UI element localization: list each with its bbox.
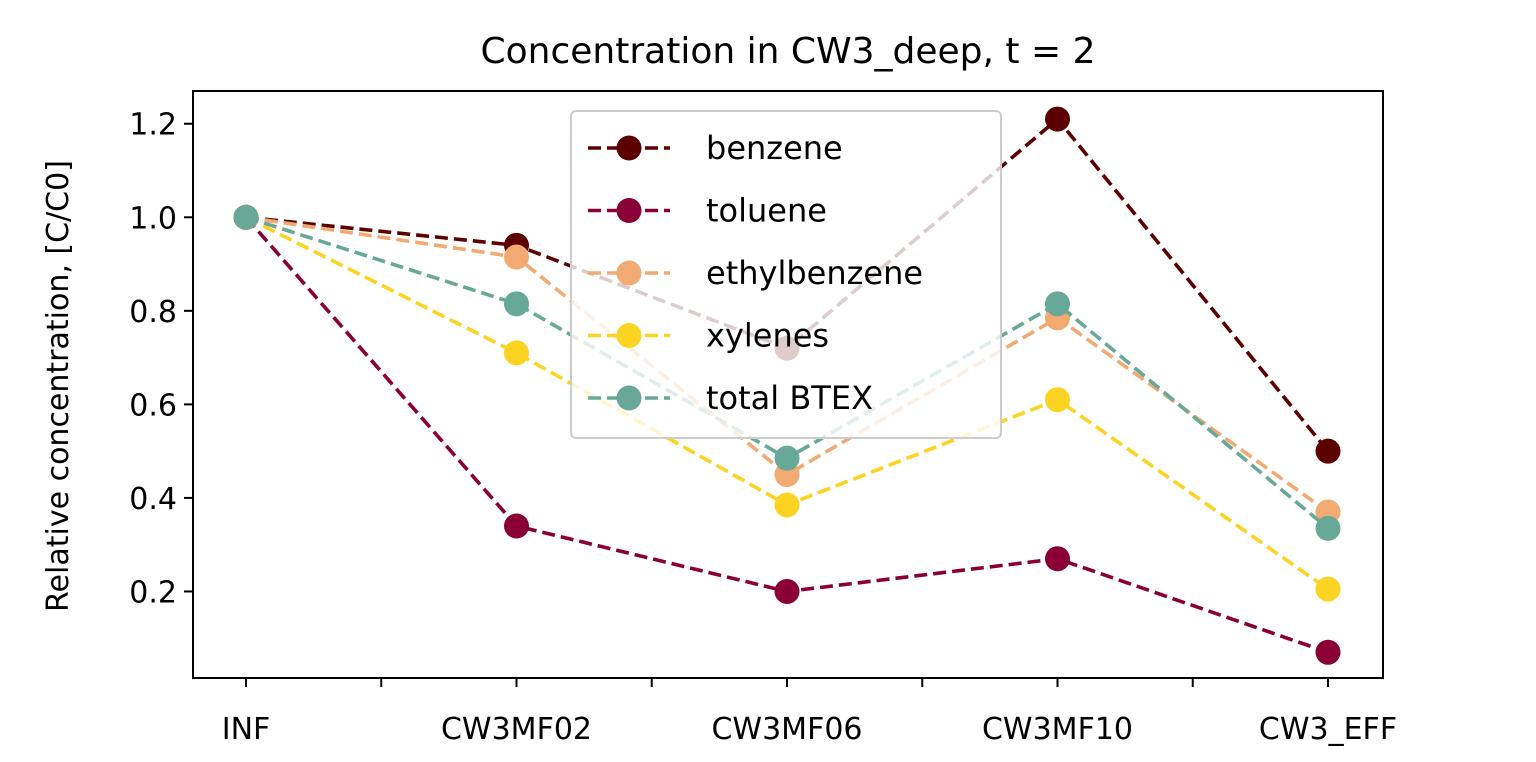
data-point [774, 492, 800, 518]
y-tick-label: 1.0 [129, 201, 177, 236]
legend: benzene toluene ethylbenzene xylenes total B… [570, 110, 1002, 439]
legend-label: total BTEX [706, 379, 873, 417]
legend-marker [616, 198, 642, 223]
legend-marker [616, 385, 642, 411]
chart-title: Concentration in CW3_deep, t = 2 [481, 31, 1096, 72]
data-point [504, 291, 529, 317]
data-point [1045, 387, 1070, 413]
legend-marker [616, 135, 642, 161]
data-point [1045, 546, 1070, 572]
y-tick-label: 0.8 [129, 295, 177, 330]
legend-entry: benzene [588, 129, 843, 167]
x-axis: INF CW3MF02 CW3MF06 CW3MF10 CW3_EFF [222, 678, 1397, 747]
x-tick-label: INF [222, 712, 271, 747]
x-tick-label: CW3MF06 [711, 712, 862, 747]
data-point [233, 204, 259, 230]
plot-area: 0.2 0.4 0.6 0.8 1.0 1.2 INF CW3MF02 CW3MF06 CW3MF… [129, 90, 1397, 747]
y-tick-label: 1.2 [129, 108, 177, 143]
legend-label: ethylbenzene [706, 254, 923, 292]
y-axis-label: Relative concentration, [C/C0] [41, 160, 76, 612]
data-point [774, 445, 800, 471]
data-point [504, 513, 529, 539]
data-point [1315, 438, 1341, 464]
data-point [1045, 106, 1070, 132]
y-tick-label: 0.4 [129, 482, 177, 517]
data-point [504, 340, 529, 366]
legend-label: benzene [706, 129, 843, 167]
data-point [774, 578, 800, 604]
data-point [504, 244, 529, 270]
legend-entry: toluene [588, 192, 827, 230]
x-tick-label: CW3MF10 [982, 712, 1133, 747]
y-tick-label: 0.2 [129, 575, 177, 610]
legend-entry: xylenes [588, 317, 829, 355]
legend-entry: total BTEX [588, 379, 873, 417]
x-tick-label: CW3_EFF [1259, 712, 1397, 747]
legend-box [570, 110, 1002, 439]
data-point [1315, 576, 1341, 602]
legend-label: xylenes [706, 317, 829, 355]
legend-label: toluene [706, 192, 827, 230]
x-tick-label: CW3MF02 [441, 712, 592, 747]
y-tick-label: 0.6 [129, 388, 177, 423]
data-point [1315, 515, 1341, 541]
y-axis: 0.2 0.4 0.6 0.8 1.0 1.2 [129, 108, 193, 610]
data-point [1045, 291, 1070, 317]
data-point [1315, 639, 1341, 665]
legend-marker [616, 260, 642, 286]
legend-marker [616, 323, 642, 348]
legend-entry: ethylbenzene [588, 254, 923, 292]
series-total-BTEX [233, 204, 1341, 541]
